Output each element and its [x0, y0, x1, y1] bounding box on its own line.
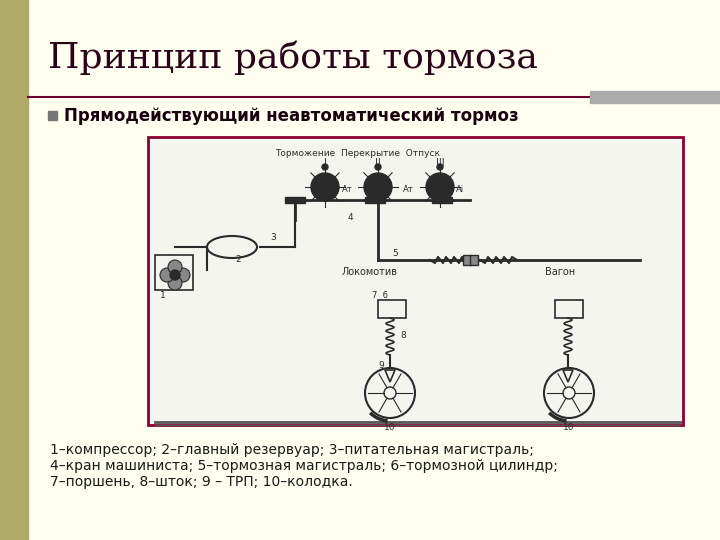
Text: Прямодействующий неавтоматический тормоз: Прямодействующий неавтоматический тормоз — [64, 107, 518, 125]
Circle shape — [437, 164, 443, 170]
Circle shape — [426, 173, 454, 201]
Text: Локомотив: Локомотив — [342, 267, 398, 277]
Bar — [432, 197, 452, 203]
Text: Ат: Ат — [341, 186, 352, 194]
Circle shape — [168, 260, 182, 274]
Text: Аі: Аі — [456, 186, 464, 194]
Text: 8: 8 — [400, 332, 406, 341]
Text: 3: 3 — [270, 233, 276, 241]
Circle shape — [176, 268, 190, 282]
Text: 7–поршень, 8–шток; 9 – ТРП; 10–колодка.: 7–поршень, 8–шток; 9 – ТРП; 10–колодка. — [50, 475, 353, 489]
Bar — [48, 111, 57, 120]
Bar — [555, 300, 583, 318]
Text: 2: 2 — [235, 255, 240, 265]
Text: Вагон: Вагон — [545, 267, 575, 277]
Circle shape — [384, 387, 396, 399]
Circle shape — [160, 268, 174, 282]
Text: III: III — [436, 158, 444, 168]
Ellipse shape — [207, 236, 257, 258]
Circle shape — [170, 270, 180, 280]
Text: Принцип работы тормоза: Принцип работы тормоза — [48, 40, 538, 75]
Text: 9: 9 — [378, 361, 384, 370]
Text: 4–кран машиниста; 5–тормозная магистраль; 6–тормозной цилиндр;: 4–кран машиниста; 5–тормозная магистраль… — [50, 459, 558, 473]
Circle shape — [311, 173, 339, 201]
Bar — [285, 197, 305, 203]
Circle shape — [375, 164, 381, 170]
Text: 4: 4 — [347, 213, 353, 222]
Text: 5: 5 — [392, 249, 398, 259]
Text: Торможение  Перекрытие  Отпуск: Торможение Перекрытие Отпуск — [276, 148, 441, 158]
Text: 10: 10 — [384, 423, 396, 433]
Text: 10: 10 — [563, 423, 575, 433]
Bar — [590, 91, 720, 103]
Bar — [0, 0, 28, 540]
Circle shape — [364, 173, 392, 201]
Circle shape — [544, 368, 594, 418]
Text: I: I — [323, 158, 326, 168]
Bar — [148, 137, 683, 425]
Bar — [378, 300, 406, 318]
Text: 1: 1 — [160, 291, 166, 300]
Circle shape — [168, 276, 182, 290]
Text: II: II — [375, 158, 381, 168]
Text: Ат: Ат — [402, 186, 413, 194]
Text: 1–компрессор; 2–главный резервуар; 3–питательная магистраль;: 1–компрессор; 2–главный резервуар; 3–пит… — [50, 443, 534, 457]
Bar — [365, 197, 385, 203]
Bar — [463, 255, 471, 265]
Bar — [470, 255, 478, 265]
Text: 7  6: 7 6 — [372, 291, 388, 300]
Circle shape — [322, 164, 328, 170]
Circle shape — [365, 368, 415, 418]
Circle shape — [563, 387, 575, 399]
Bar — [155, 255, 193, 290]
